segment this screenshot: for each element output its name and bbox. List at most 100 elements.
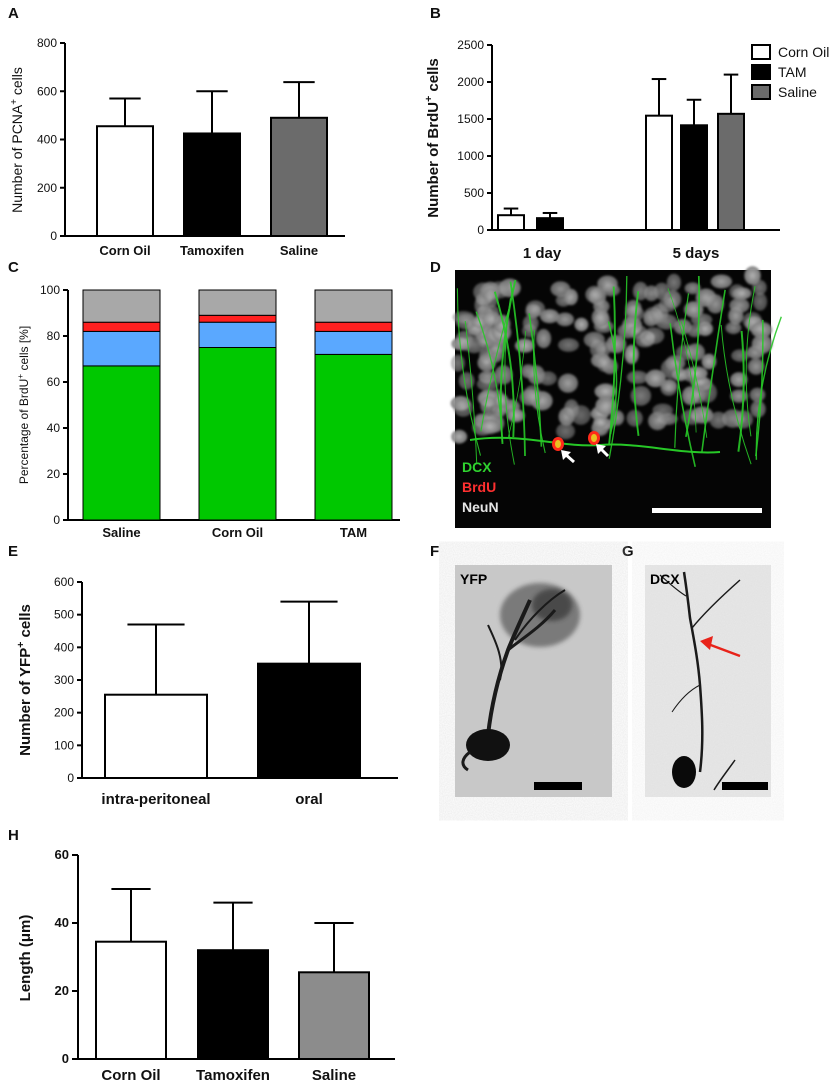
x-tick-label: Saline	[102, 525, 140, 540]
dcx-fiber	[720, 324, 752, 465]
chart-b-brdu: 0 500 1000 1500 2000 2500 1 day 5 days Number of…	[423, 38, 829, 262]
stacked-segment	[314, 321, 393, 332]
neun-nucleus	[525, 300, 546, 317]
y-tick-label: 800	[37, 36, 57, 50]
neun-nucleus	[506, 408, 525, 423]
stacked-segment	[314, 330, 393, 355]
neun-nucleus	[556, 423, 575, 440]
x-tick-label: Corn Oil	[101, 1067, 160, 1084]
neun-nucleus	[709, 411, 728, 429]
neun-nucleus	[695, 288, 717, 307]
dcx-fiber	[745, 285, 756, 437]
micrograph-d: DCX BrdU NeuN	[450, 266, 782, 528]
y-tick-label: 60	[55, 847, 69, 862]
panel-letter-a: A	[8, 5, 19, 22]
dcx-fiber	[608, 286, 616, 445]
stacked-segment	[198, 347, 277, 521]
stacked-segment	[82, 330, 161, 367]
y-tick-label: 20	[55, 983, 69, 998]
neun-nucleus	[687, 324, 703, 338]
neun-nucleus	[574, 317, 589, 332]
y-tick-label: 0	[67, 771, 74, 785]
neun-nucleus	[753, 292, 768, 311]
scale-bar	[534, 782, 582, 790]
bar	[298, 971, 370, 1060]
neun-nucleus	[642, 327, 665, 345]
neun-nucleus	[725, 321, 742, 335]
stacked-segment	[82, 321, 161, 332]
neun-nucleus	[732, 287, 752, 300]
legend-swatch	[751, 84, 771, 100]
y-tick-label: 500	[54, 608, 74, 622]
legend-swatch	[751, 44, 771, 60]
neun-nucleus	[536, 328, 552, 349]
neun-nucleus	[645, 369, 666, 388]
neun-nucleus	[660, 379, 678, 396]
y-axis-label: Number of BrdU+ cells	[423, 58, 442, 218]
neun-nucleus	[701, 353, 717, 370]
y-tick-label: 100	[40, 283, 60, 297]
dcx-fiber	[685, 275, 700, 438]
y-tick-label: 60	[47, 375, 61, 389]
label-dcx: DCX	[650, 571, 680, 587]
neun-nucleus	[597, 275, 618, 293]
y-tick-label: 0	[62, 1051, 69, 1066]
dcx-fiber	[493, 291, 515, 438]
neun-nucleus	[482, 311, 502, 328]
stacked-segment	[198, 321, 277, 349]
neun-nucleus	[477, 354, 497, 372]
y-tick-label: 200	[37, 181, 57, 195]
y-tick-label: 0	[53, 513, 60, 527]
legend-label: Corn Oil	[778, 44, 829, 60]
legend-swatch	[751, 64, 771, 80]
dcx-fiber	[680, 320, 708, 438]
x-tick-label: 5 days	[673, 245, 720, 262]
neun-nucleus	[593, 416, 608, 429]
neun-nucleus	[626, 409, 643, 427]
label-yfp: YFP	[460, 571, 487, 587]
neun-nucleus	[606, 334, 627, 354]
dcx-fiber	[464, 320, 478, 464]
y-tick-label: 400	[37, 133, 57, 147]
neun-nucleus	[684, 282, 701, 295]
dcx-fiber	[608, 275, 628, 459]
panel-letter-c: C	[8, 259, 19, 276]
neun-nucleus	[455, 313, 478, 330]
stacked-segment	[198, 289, 277, 316]
y-axis-label: Percentage of BrdU+ cells [%]	[15, 326, 31, 484]
bar	[536, 217, 564, 232]
dcx-fiber	[755, 316, 782, 460]
neun-nucleus	[663, 290, 682, 309]
yfp-neuron	[461, 583, 580, 772]
dcx-fiber	[669, 323, 696, 467]
dcx-fiber	[507, 330, 526, 438]
legend-label: TAM	[778, 64, 807, 80]
panel-letter-e: E	[8, 543, 18, 560]
panel-letter-h: H	[8, 827, 19, 844]
stacked-segment	[198, 314, 277, 323]
y-tick-label: 1000	[457, 149, 484, 163]
bar	[645, 114, 673, 231]
micrograph-f: YFP	[455, 565, 612, 797]
legend-dcx: DCX	[462, 459, 492, 475]
neun-nucleus	[744, 266, 761, 285]
neun-nucleus	[591, 307, 609, 327]
neun-nucleus	[523, 385, 542, 404]
brdu-cell-1	[552, 437, 564, 451]
neun-nucleus	[625, 299, 642, 318]
dcx-fiber	[509, 281, 526, 457]
scale-bar	[652, 508, 762, 513]
stacked-segment	[314, 353, 393, 521]
neun-nucleus	[685, 366, 708, 381]
neun-nucleus	[650, 303, 669, 324]
bar	[104, 693, 208, 780]
neun-nucleus	[751, 334, 773, 354]
chart-e-yfp: 0 100 200 300 400 500 600 intra-peritoneal oral N…	[15, 575, 398, 808]
neun-nucleus	[596, 354, 612, 372]
bar	[183, 132, 241, 237]
micrograph-g: DCX	[645, 565, 771, 797]
dcx-fiber	[632, 291, 640, 437]
bar	[717, 112, 745, 231]
neun-nucleus	[750, 321, 773, 338]
